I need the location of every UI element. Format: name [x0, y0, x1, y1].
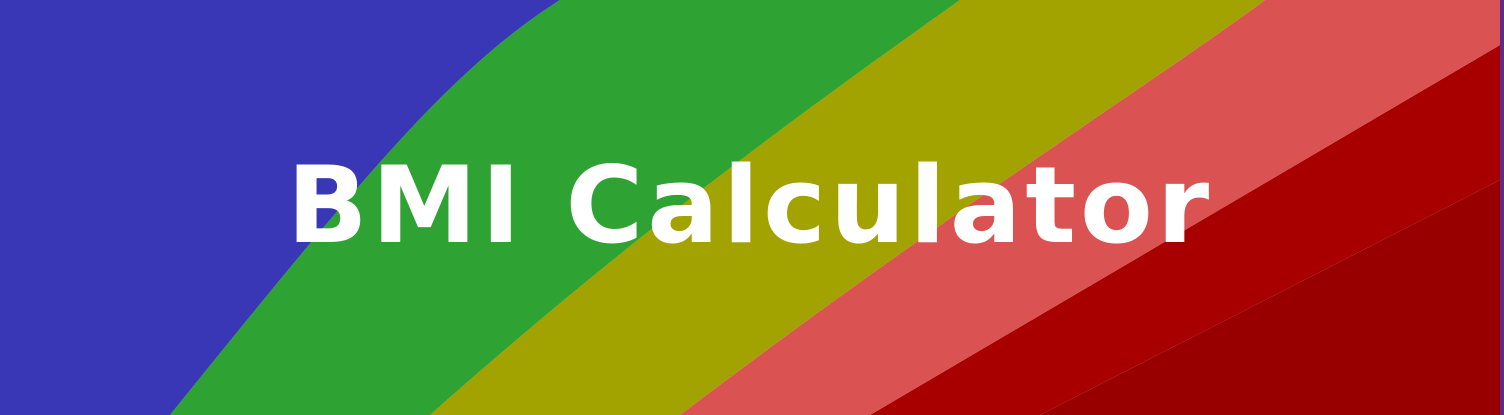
banner-right-edge: [1500, 0, 1504, 415]
stripe-olive: [430, 0, 1265, 415]
stripe-blue: [0, 0, 560, 415]
stripe-green: [170, 0, 960, 415]
stripe-salmon: [680, 0, 1500, 415]
